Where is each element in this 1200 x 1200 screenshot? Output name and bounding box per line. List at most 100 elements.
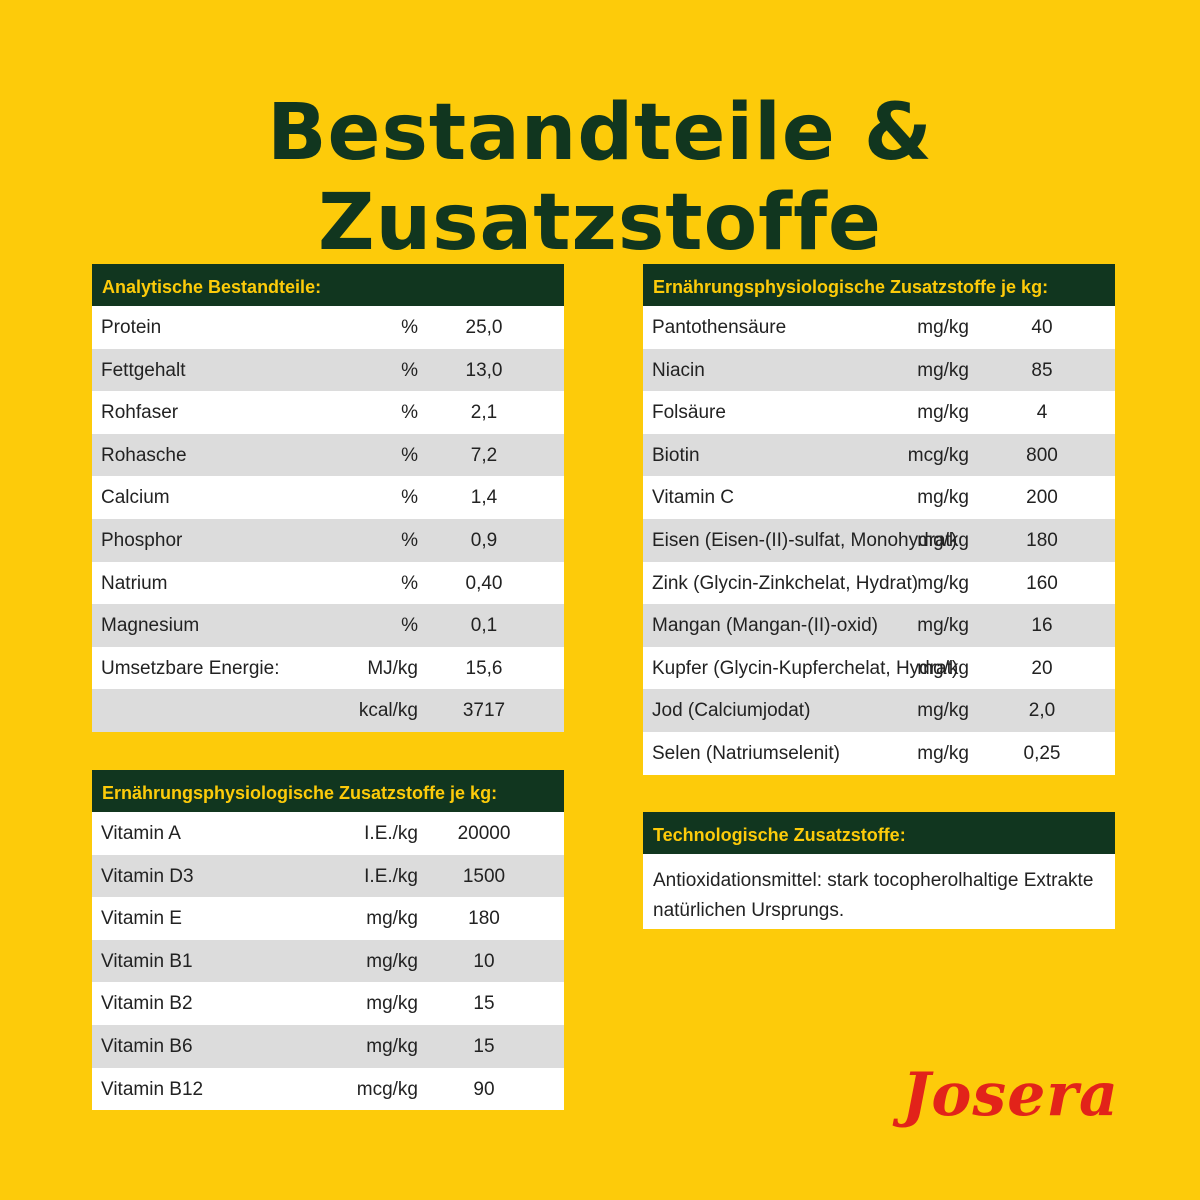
analytic-constituents-header: Analytische Bestandteile: xyxy=(92,264,564,306)
row-name: Pantothensäure xyxy=(652,317,787,338)
row-value: 20000 xyxy=(457,823,511,844)
row-name: Phosphor xyxy=(101,529,183,551)
analytic-constituents-table: Analytische Bestandteile: Protein% 25,0 Fe… xyxy=(92,264,564,732)
table-row: Vitamin D3 I.E./kg 1500 xyxy=(92,854,564,898)
row-name: Magnesium xyxy=(101,615,200,637)
table-row: Natrium% 0,40 xyxy=(92,561,564,605)
table-row: Magnesium% 0,1 xyxy=(92,604,564,647)
row-unit: kcal/kg xyxy=(358,700,418,722)
row-name: Folsäure xyxy=(652,402,726,424)
row-name: Umsetzbare Energie: xyxy=(101,657,280,679)
table-row: Kupfer (Glycin-Kupferchelat, Hydrat) mg/k… xyxy=(643,646,1115,690)
vitamins-header: Ernährungsphysiologische Zusatzstoffe je… xyxy=(92,770,564,812)
row-value: 3717 xyxy=(462,700,506,722)
row-name: Fettgehalt xyxy=(101,359,186,381)
row-name: Vitamin B12 xyxy=(101,1078,204,1100)
table-row: Selen (Natriumselenit) mg/kg 0,25 xyxy=(643,731,1115,775)
row-name: Rohasche xyxy=(101,444,187,466)
row-name: Vitamin D3 xyxy=(101,865,194,887)
row-name: Biotin xyxy=(652,444,700,466)
row-unit: mg/kg xyxy=(917,572,969,594)
row-name: Vitamin A xyxy=(101,823,181,844)
row-unit: MJ/kg xyxy=(367,657,418,679)
table-row: Protein% 25,0 xyxy=(92,306,564,349)
row-unit: % xyxy=(401,317,418,338)
table-row: Pantothensäure mg/kg 40 xyxy=(643,306,1115,349)
table-row: Folsäure mg/kg 4 xyxy=(643,391,1115,434)
row-value: 180 xyxy=(468,908,500,930)
row-unit: mcg/kg xyxy=(907,444,969,466)
row-unit: % xyxy=(401,444,418,466)
technological-additives-text: Antioxidationsmittel: stark tocopherolha… xyxy=(643,854,1115,929)
row-value: 15 xyxy=(473,993,495,1015)
table-row: kcal/kg 3717 xyxy=(92,689,564,732)
table-row: Vitamin E mg/kg 180 xyxy=(92,897,564,940)
row-value: 180 xyxy=(1026,529,1058,551)
table-row: Vitamin C mg/kg 200 xyxy=(643,476,1115,519)
table-row: Rohasche% 7,2 xyxy=(92,433,564,477)
row-value: 2,1 xyxy=(470,402,498,424)
table-row: Vitamin B1 mg/kg 10 xyxy=(92,939,564,983)
nutritional-additives-table: Ernährungsphysiologische Zusatzstoffe je… xyxy=(643,264,1115,775)
row-unit: % xyxy=(401,572,418,594)
row-unit: mg/kg xyxy=(917,359,969,381)
table-row: Niacin mg/kg 85 xyxy=(643,348,1115,392)
nutritional-additives-header: Ernährungsphysiologische Zusatzstoffe je… xyxy=(643,264,1115,306)
row-value: 2,0 xyxy=(1028,700,1056,722)
row-name: Vitamin B1 xyxy=(101,950,193,972)
row-value: 1500 xyxy=(462,865,506,887)
row-name: Natrium xyxy=(101,572,168,594)
row-name: Kupfer (Glycin-Kupferchelat, Hydrat) xyxy=(652,657,959,679)
row-unit: mg/kg xyxy=(366,950,418,972)
table-row: Vitamin B6 mg/kg 15 xyxy=(92,1024,564,1068)
table-row: Mangan (Mangan-(II)-oxid) mg/kg 16 xyxy=(643,604,1115,647)
row-value: 0,9 xyxy=(470,529,498,551)
table-row: Phosphor% 0,9 xyxy=(92,518,564,562)
row-name: Niacin xyxy=(652,359,705,381)
table-row: Vitamin B2 mg/kg 15 xyxy=(92,982,564,1025)
row-value: 13,0 xyxy=(465,359,503,381)
row-value: 90 xyxy=(473,1078,495,1100)
row-value: 200 xyxy=(1026,487,1058,509)
row-value: 0,1 xyxy=(470,615,498,637)
table-row: Zink (Glycin-Zinkchelat, Hydrat) mg/kg 160 xyxy=(643,561,1115,605)
row-name: Jod (Calciumjodat) xyxy=(652,700,811,722)
row-name: Zink (Glycin-Zinkchelat, Hydrat) xyxy=(652,572,919,594)
row-unit: mg/kg xyxy=(917,742,969,764)
row-value: 25,0 xyxy=(465,317,503,338)
row-unit: % xyxy=(401,402,418,424)
row-value: 160 xyxy=(1026,572,1058,594)
row-value: 20 xyxy=(1031,657,1053,679)
row-value: 7,2 xyxy=(470,444,498,466)
row-unit: mg/kg xyxy=(917,402,969,424)
row-value: 15,6 xyxy=(465,657,503,679)
row-unit: I.E./kg xyxy=(364,865,418,887)
row-unit: mg/kg xyxy=(366,908,418,930)
row-name: Vitamin B6 xyxy=(101,1035,193,1057)
table-row: Jod (Calciumjodat) mg/kg 2,0 xyxy=(643,689,1115,732)
row-name: Protein xyxy=(101,317,162,338)
row-value: 0,25 xyxy=(1023,742,1061,764)
row-value: 1,4 xyxy=(470,487,498,509)
josera-logo: Josera xyxy=(902,1060,1119,1130)
page-title: Bestandteile & Zusatzstoffe xyxy=(267,88,933,268)
row-unit: mcg/kg xyxy=(356,1078,418,1100)
row-unit: mg/kg xyxy=(917,700,969,722)
technological-additives-table: Technologische Zusatzstoffe: Antioxidati… xyxy=(643,812,1115,929)
row-value: 85 xyxy=(1031,359,1053,381)
row-name: Calcium xyxy=(101,487,170,509)
table-row: Biotin mcg/kg 800 xyxy=(643,433,1115,477)
row-name: Rohfaser xyxy=(101,402,179,424)
row-unit: mg/kg xyxy=(917,657,969,679)
row-value: 10 xyxy=(473,950,495,972)
table-row: Vitamin B12 mcg/kg 90 xyxy=(92,1067,564,1111)
row-value: 16 xyxy=(1031,615,1053,637)
row-unit: mg/kg xyxy=(366,993,418,1015)
row-value: 800 xyxy=(1026,444,1058,466)
row-unit: mg/kg xyxy=(917,317,969,338)
row-name: Eisen (Eisen-(II)-sulfat, Monohydrat) xyxy=(652,529,958,551)
row-unit: mg/kg xyxy=(366,1035,418,1057)
row-name: Mangan (Mangan-(II)-oxid) xyxy=(652,615,878,637)
table-row: Rohfaser% 2,1 xyxy=(92,391,564,434)
row-value: 4 xyxy=(1036,402,1048,424)
